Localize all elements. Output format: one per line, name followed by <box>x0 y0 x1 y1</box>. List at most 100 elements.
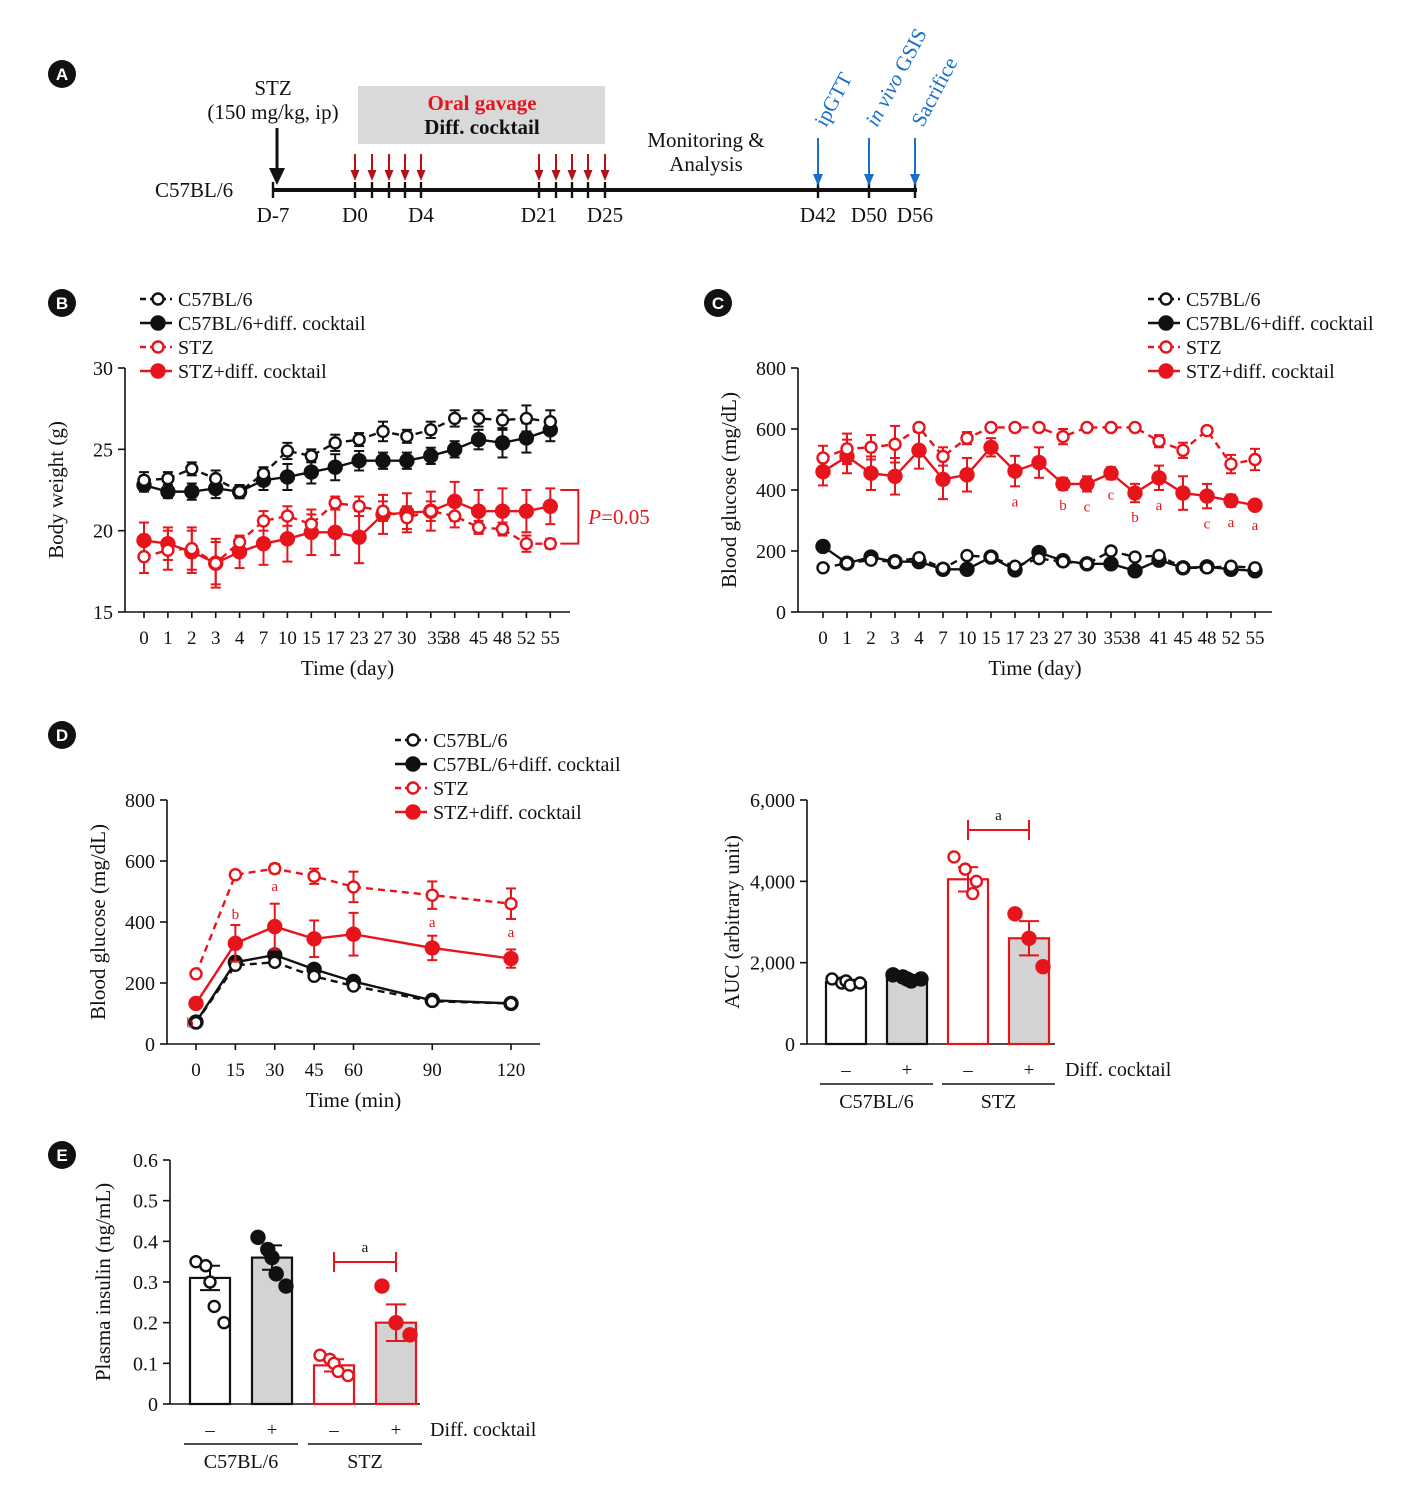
strain-label: C57BL/6 <box>155 178 233 202</box>
x-tick-label: 7 <box>259 628 269 649</box>
data-point <box>423 448 439 464</box>
x-tick-label: 17 <box>1006 628 1025 649</box>
x-tick-label: 1 <box>842 628 852 649</box>
bar-group-0 <box>824 972 868 1046</box>
data-point <box>542 498 558 514</box>
data-point <box>913 971 929 987</box>
significance-letter: a <box>362 1240 369 1256</box>
y-tick-label: 0 <box>776 602 786 624</box>
panel-d-auc-bar-chart: 0 2,000 4,000 6,000 AUC (arbitrary unit) – + – +… <box>720 790 1172 1113</box>
data-point <box>207 1299 221 1314</box>
bar-group-3 <box>1007 906 1051 1046</box>
y-tick-label: 600 <box>756 419 786 441</box>
data-point <box>279 469 296 485</box>
data-point <box>1175 485 1191 501</box>
data-point <box>307 869 321 883</box>
legend-entry: C57BL/6 <box>395 730 507 752</box>
gavage-subtitle: Diff. cocktail <box>424 115 540 139</box>
data-point <box>447 441 463 458</box>
x-axis-label: Time (day) <box>301 656 394 680</box>
gavage-arrowhead <box>384 170 394 181</box>
y-tick-label: 400 <box>125 912 155 934</box>
x-tick-label: 52 <box>517 628 536 649</box>
legend-marker <box>151 292 165 306</box>
data-point <box>137 549 151 564</box>
x-tick-label: 4 <box>235 628 245 649</box>
significance-bracket <box>560 489 580 545</box>
data-point <box>1224 559 1238 573</box>
sign-label: – <box>328 1420 339 1441</box>
data-point <box>256 514 271 528</box>
event-arrowhead <box>864 174 874 186</box>
data-point <box>504 996 518 1011</box>
data-point <box>912 551 926 565</box>
bar-group-2 <box>312 1348 356 1406</box>
monitoring-label: Monitoring & <box>647 128 764 152</box>
data-point <box>1008 420 1022 435</box>
series-0 <box>816 544 1262 576</box>
data-point <box>518 503 535 519</box>
data-point <box>1032 420 1046 435</box>
data-point <box>504 897 518 911</box>
data-point <box>280 444 295 458</box>
x-tick-label: 35 <box>1104 628 1123 649</box>
data-point <box>279 531 296 547</box>
x-tick-label: 48 <box>1198 628 1217 649</box>
data-point <box>864 553 878 567</box>
stz-arrowhead <box>269 168 285 185</box>
data-point <box>264 1249 280 1266</box>
data-point <box>303 464 319 480</box>
data-point <box>471 411 486 426</box>
legend-marker <box>406 733 420 747</box>
data-point <box>346 880 361 894</box>
data-point <box>208 556 223 570</box>
legend-marker <box>1158 363 1174 379</box>
x-tick-label: 38 <box>441 628 460 649</box>
legend-entry: STZ+diff. cocktail <box>140 361 327 383</box>
data-point <box>935 471 951 488</box>
y-tick-label: 6,000 <box>750 790 795 812</box>
legend-entry: STZ+diff. cocktail <box>395 802 582 824</box>
data-point <box>278 1278 294 1294</box>
x-tick-label: 45 <box>305 1060 324 1081</box>
data-point <box>1080 420 1094 435</box>
data-point <box>304 517 318 531</box>
panel-label-circle <box>48 60 76 88</box>
significance-letter: a <box>995 808 1002 824</box>
stz-dose: (150 mg/kg, ip) <box>207 100 338 124</box>
data-point <box>400 429 414 444</box>
data-point <box>958 862 972 876</box>
x-tick-label: 30 <box>1078 628 1097 649</box>
legend-label: STZ+diff. cocktail <box>433 802 582 824</box>
x-tick-label: 0 <box>818 628 828 649</box>
data-point <box>816 561 830 575</box>
data-point <box>161 543 175 557</box>
data-point <box>448 411 462 426</box>
gavage-arrowhead <box>350 170 360 181</box>
data-point <box>470 431 487 448</box>
x-tick-label: 35 <box>427 628 446 649</box>
x-tick-label: 10 <box>278 628 297 649</box>
data-point <box>959 561 975 577</box>
data-point <box>327 524 343 540</box>
legend-entry: C57BL/6+diff. cocktail <box>395 754 621 776</box>
legend-entry: STZ+diff. cocktail <box>1148 361 1335 383</box>
data-point <box>217 1315 231 1330</box>
data-point <box>1128 420 1142 435</box>
data-point <box>1103 465 1119 481</box>
y-tick-label: 0 <box>148 1394 158 1416</box>
data-point <box>374 1278 390 1294</box>
x-tick-label: 15 <box>982 628 1001 649</box>
y-tick-label: 600 <box>125 851 155 873</box>
day-label: D4 <box>408 203 434 227</box>
data-point <box>189 1015 203 1030</box>
day-label: D50 <box>851 203 887 227</box>
panel-label-letter: E <box>56 1146 67 1165</box>
panel-label-letter: C <box>712 294 724 313</box>
x-tick-label: 27 <box>374 628 393 649</box>
gavage-title: Oral gavage <box>427 91 536 115</box>
x-tick-label: 4 <box>914 628 924 649</box>
data-point <box>280 509 295 523</box>
sign-label: – <box>962 1060 973 1081</box>
x-tick-label: 55 <box>1246 628 1265 649</box>
